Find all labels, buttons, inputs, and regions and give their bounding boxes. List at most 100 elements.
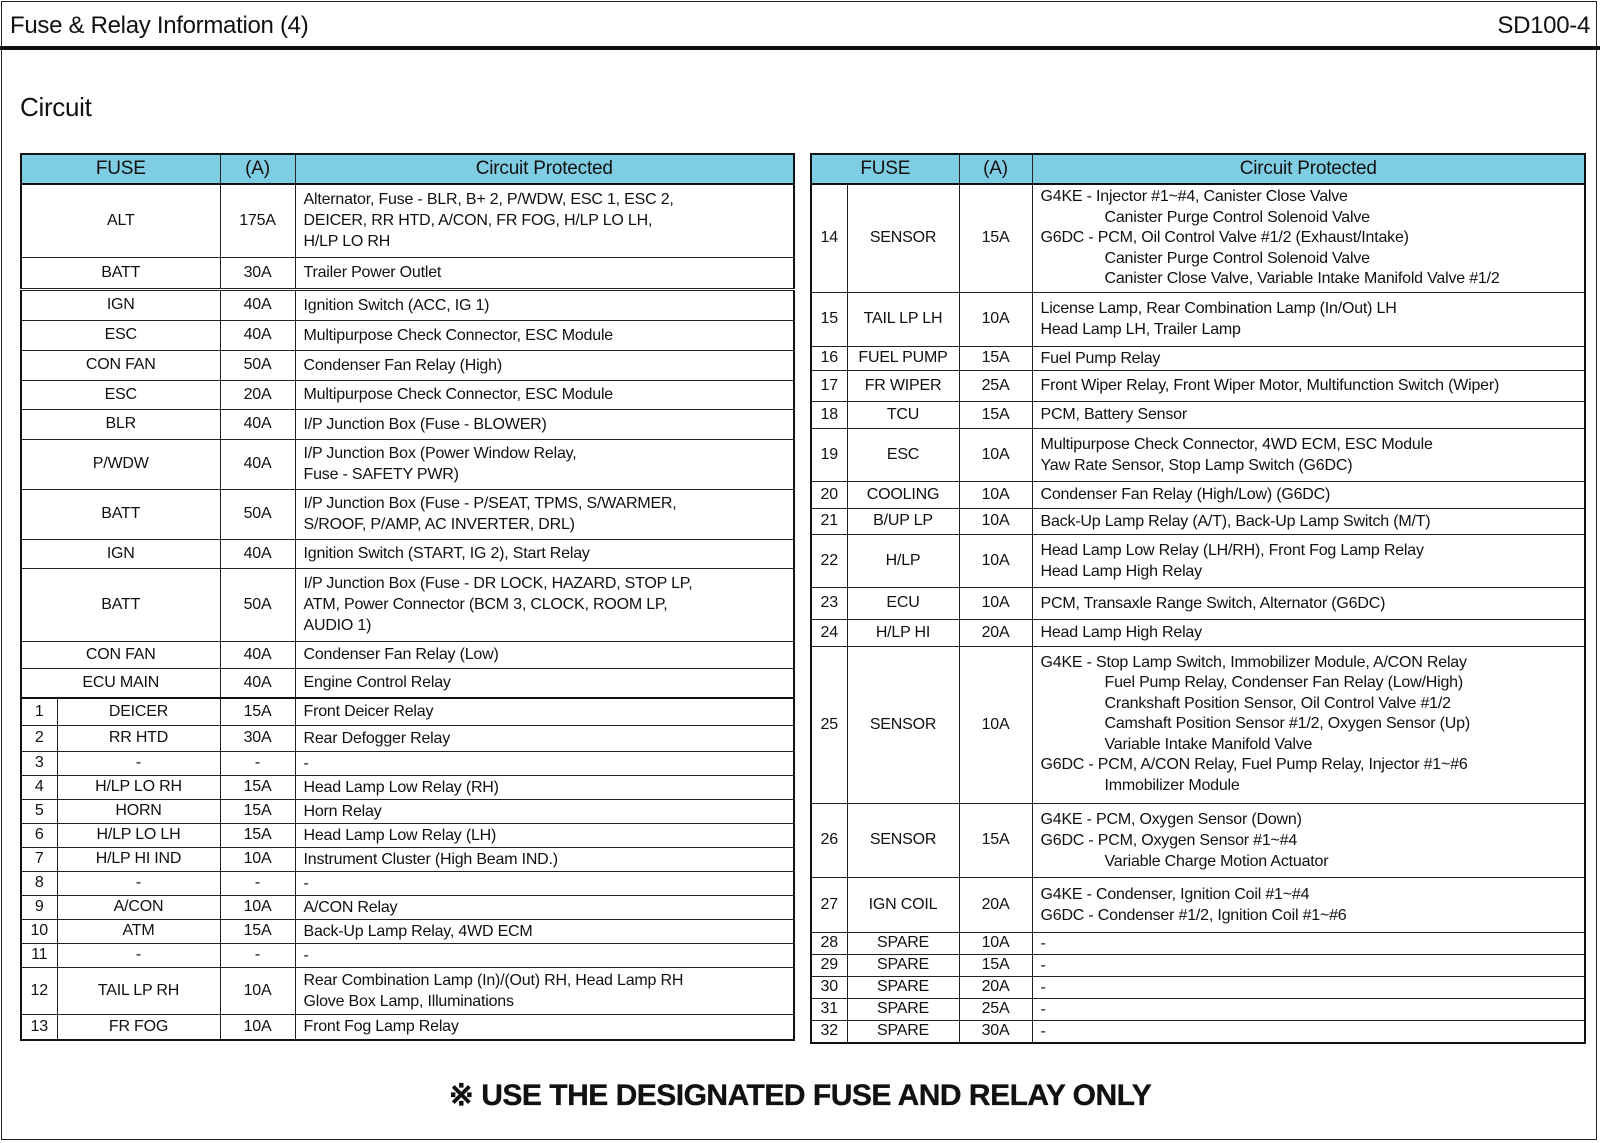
- fuse-name: BATT: [20, 488, 221, 540]
- fuse-number: 17: [810, 369, 848, 402]
- fuse-name: H/LP: [846, 533, 960, 588]
- fuse-name: SENSOR: [846, 802, 960, 878]
- section-title: Circuit: [20, 92, 92, 122]
- fuse-name: TCU: [846, 400, 960, 429]
- circuit-line: Camshaft Position Sensor #1/2, Oxygen Se…: [1104, 715, 1471, 733]
- fuse-number: 19: [810, 427, 848, 482]
- column-header-circuit: Circuit Protected: [1031, 153, 1586, 185]
- table-row: CON FAN 40A Condenser Fan Relay (Low): [20, 640, 795, 669]
- fuse-amperage: 20A: [958, 876, 1033, 933]
- circuit-line: License Lamp, Rear Combination Lamp (In/…: [1040, 300, 1397, 317]
- fuse-number: 13: [20, 1013, 58, 1041]
- fuse-name: -: [56, 942, 221, 968]
- fuse-name: SENSOR: [846, 645, 960, 804]
- fuse-name: P/WDW: [20, 438, 221, 490]
- fuse-number: 20: [810, 480, 848, 509]
- table-row: 32 SPARE 30A -: [810, 1019, 1586, 1043]
- circuit-protected: Horn Relay: [294, 798, 795, 824]
- fuse-name: H/LP LO LH: [56, 822, 221, 848]
- fuse-number: 25: [810, 645, 848, 804]
- circuit-protected: I/P Junction Box (Fuse - DR LOCK, HAZARD…: [294, 567, 795, 642]
- circuit-line: Canister Purge Control Solenoid Valve: [1104, 208, 1371, 226]
- fuse-name: SPARE: [846, 953, 960, 977]
- fuse-name: ATM: [56, 918, 221, 944]
- circuit-line: Front Fog Lamp Relay: [303, 1018, 459, 1036]
- fuse-number: 18: [810, 400, 848, 429]
- fuse-amperage: 10A: [958, 427, 1033, 482]
- circuit-line: G6DC - PCM, Oil Control Valve #1/2 (Exha…: [1040, 229, 1410, 246]
- circuit-line: -: [1040, 956, 1046, 974]
- table-row: 27 IGN COIL 20A G4KE - Condenser, Ignition …: [810, 876, 1586, 933]
- fuse-number: 2: [20, 724, 58, 752]
- table-row: ESC 20A Multipurpose Check Connector, ESC …: [20, 379, 795, 410]
- circuit-protected: G4KE - PCM, Oxygen Sensor (Down) G6DC - P…: [1031, 802, 1586, 878]
- fuse-amperage: 15A: [219, 774, 296, 800]
- fuse-name: SPARE: [846, 997, 960, 1021]
- fuse-name: DEICER: [56, 697, 221, 726]
- fuse-name: COOLING: [846, 480, 960, 509]
- fuse-name: -: [56, 870, 221, 896]
- circuit-line: Rear Combination Lamp (In)/(Out) RH, Hea…: [303, 971, 684, 989]
- circuit-line: Condenser Fan Relay (High/Low) (G6DC): [1040, 486, 1331, 503]
- circuit-protected: Engine Control Relay: [294, 667, 795, 699]
- circuit-line: G4KE - Condenser, Ignition Coil #1~#4: [1040, 885, 1310, 903]
- circuit-protected: I/P Junction Box (Fuse - P/SEAT, TPMS, S…: [294, 488, 795, 540]
- circuit-line: G6DC - PCM, A/CON Relay, Fuel Pump Relay…: [1040, 756, 1468, 774]
- circuit-line: Immobilizer Module: [1104, 776, 1240, 794]
- fuse-name: IGN: [20, 287, 221, 321]
- fuse-number: 5: [20, 798, 58, 824]
- fuse-amperage: 10A: [219, 1013, 296, 1041]
- fuse-name: H/LP LO RH: [56, 774, 221, 800]
- fuse-number: 29: [810, 953, 848, 977]
- table-row: 5 HORN 15A Horn Relay: [20, 798, 795, 824]
- circuit-line: Back-Up Lamp Relay (A/T), Back-Up Lamp S…: [1040, 512, 1431, 530]
- table-row: 19 ESC 10A Multipurpose Check Connector, 4W…: [810, 427, 1586, 482]
- circuit-line: -: [1040, 1000, 1046, 1018]
- table-row: 18 TCU 15A PCM, Battery Sensor: [810, 400, 1586, 429]
- fuse-amperage: 15A: [219, 918, 296, 944]
- fuse-name: BATT: [20, 567, 221, 642]
- table-row: 21 B/UP LP 10A Back-Up Lamp Relay (A/T), Ba…: [810, 507, 1586, 535]
- fuse-amperage: 10A: [958, 480, 1033, 509]
- circuit-protected: Condenser Fan Relay (High): [294, 349, 795, 381]
- fuse-number: 9: [20, 894, 58, 920]
- table-row: 23 ECU 10A PCM, Transaxle Range Switch, Alt…: [810, 586, 1586, 620]
- circuit-protected: G4KE - Injector #1~#4, Canister Close Va…: [1031, 183, 1586, 293]
- fuse-number: 31: [810, 997, 848, 1021]
- circuit-protected: I/P Junction Box (Fuse - BLOWER): [294, 408, 795, 440]
- circuit-protected: Front Deicer Relay: [294, 697, 795, 726]
- fuse-amperage: 50A: [219, 567, 296, 642]
- fuse-amperage: 15A: [219, 798, 296, 824]
- fuse-amperage: 40A: [219, 287, 296, 321]
- fuse-number: 12: [20, 966, 58, 1015]
- table-header: FUSE (A) Circuit Protected: [810, 153, 1586, 185]
- table-row: 22 H/LP 10A Head Lamp Low Relay (LH/RH), Fr…: [810, 533, 1586, 588]
- fuse-number: 22: [810, 533, 848, 588]
- fuse-name: SENSOR: [846, 183, 960, 293]
- fuse-name: ECU: [846, 586, 960, 620]
- fuse-name: IGN COIL: [846, 876, 960, 933]
- table-row: CON FAN 50A Condenser Fan Relay (High): [20, 349, 795, 381]
- circuit-line: Variable Intake Manifold Valve: [1104, 735, 1313, 753]
- fuse-amperage: 40A: [219, 640, 296, 669]
- circuit-line: Front Deicer Relay: [303, 703, 434, 721]
- fuse-name: ESC: [846, 427, 960, 482]
- circuit-protected: -: [294, 870, 795, 896]
- circuit-protected: -: [1031, 975, 1586, 999]
- table-row: 30 SPARE 20A -: [810, 975, 1586, 999]
- table-row: 28 SPARE 10A -: [810, 931, 1586, 955]
- table-row: 8---: [20, 870, 795, 896]
- fuse-amperage: 10A: [219, 894, 296, 920]
- fuse-name: ESC: [20, 319, 221, 351]
- fuse-number: 26: [810, 802, 848, 878]
- circuit-line: Canister Purge Control Solenoid Valve: [1104, 249, 1371, 267]
- circuit-protected: Instrument Cluster (High Beam IND.): [294, 846, 795, 872]
- fuse-amperage: 40A: [219, 319, 296, 351]
- fuse-number: 6: [20, 822, 58, 848]
- table-row: 29 SPARE 15A -: [810, 953, 1586, 977]
- circuit-line: I/P Junction Box (Fuse - P/SEAT, TPMS, S…: [303, 495, 677, 512]
- circuit-protected: A/CON Relay: [294, 894, 795, 920]
- column-header-circuit: Circuit Protected: [294, 153, 795, 185]
- fuse-name: -: [56, 750, 221, 776]
